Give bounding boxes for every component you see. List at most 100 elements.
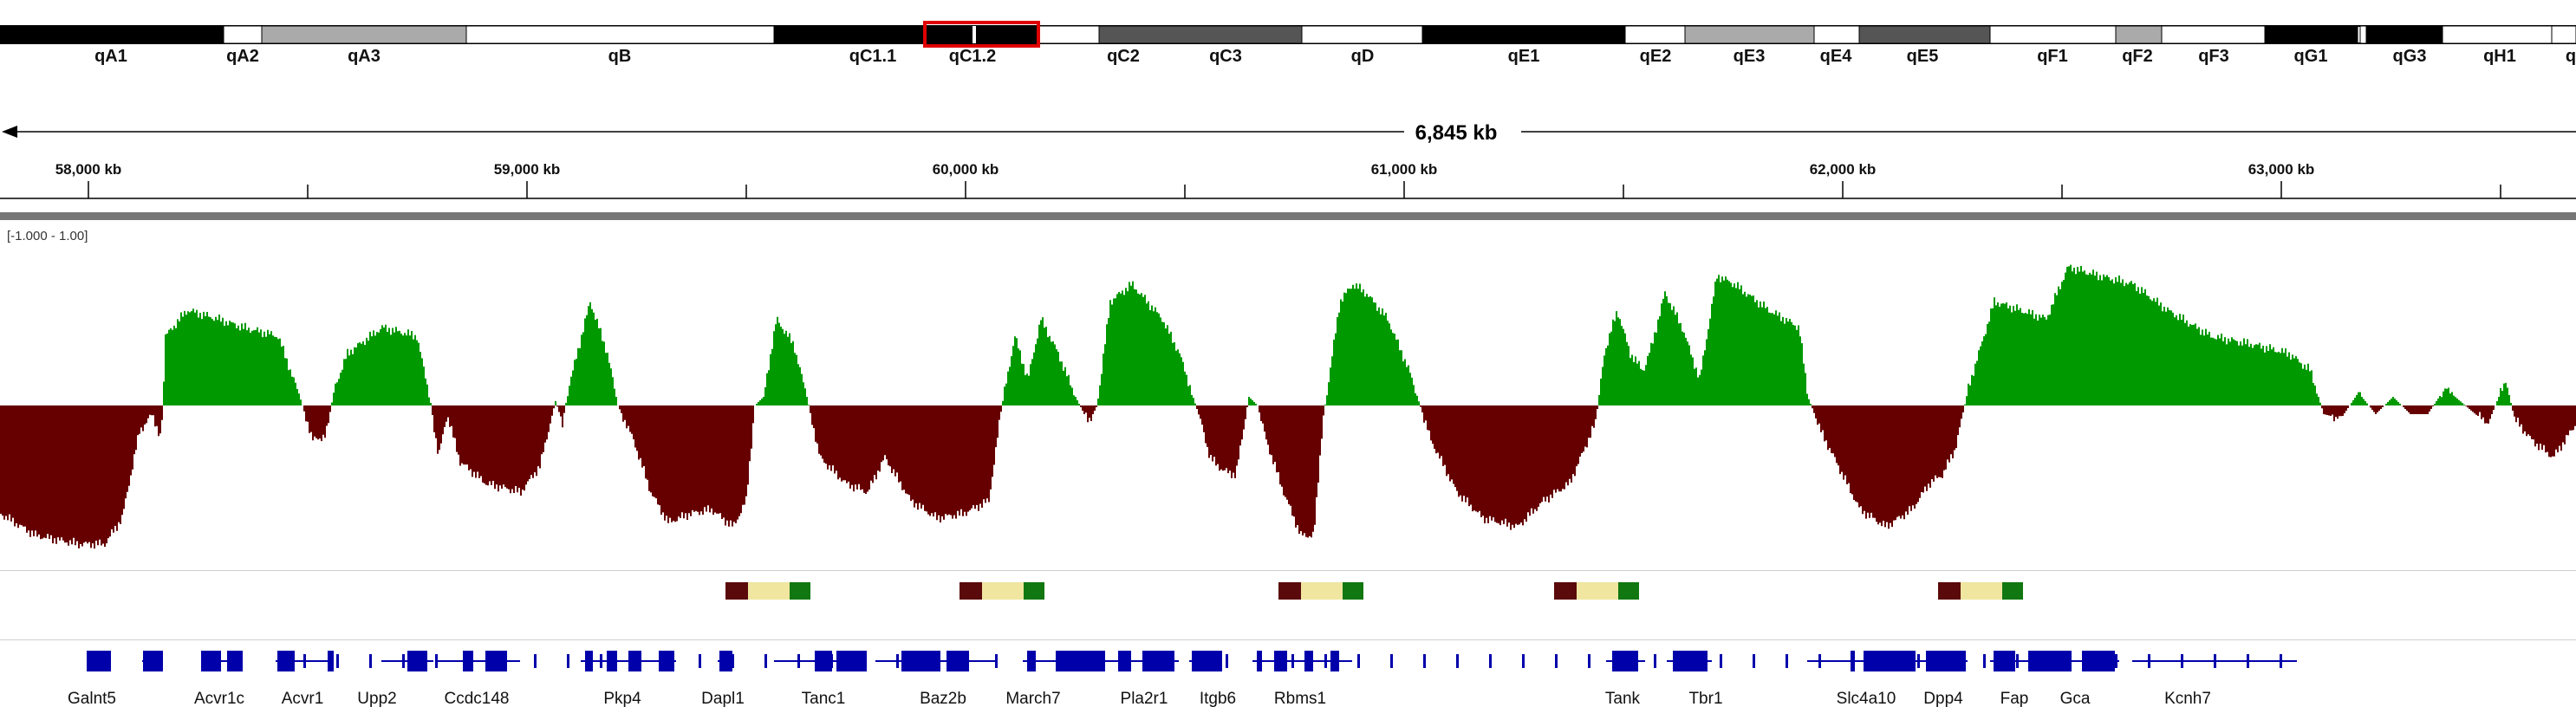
segment-track[interactable] (0, 574, 2576, 617)
cytoband[interactable] (2365, 25, 2443, 44)
gene-exon-small (2148, 654, 2150, 668)
cytoband[interactable] (2442, 25, 2553, 44)
segment-block[interactable] (1278, 582, 1301, 600)
gene-exon[interactable] (719, 651, 732, 671)
ruler-tick-label: 62,000 kb (1810, 161, 1877, 178)
gene-exon[interactable] (407, 651, 427, 671)
segment-block[interactable] (2002, 582, 2023, 600)
gene-label: Gca (2060, 690, 2091, 707)
gene-exon-small (501, 654, 504, 668)
gene-label: Acvr1 (282, 690, 324, 707)
gene-exon[interactable] (485, 651, 507, 671)
gene-exon-small (1753, 654, 1755, 668)
cytoband[interactable] (0, 25, 224, 44)
track-data-range: [-1.000 - 1.00] (7, 229, 88, 243)
ruler-tick-label: 61,000 kb (1371, 161, 1438, 178)
segment-block[interactable] (1618, 582, 1639, 600)
gene-label: Pla2r1 (1121, 690, 1168, 707)
cytoband[interactable] (1301, 25, 1423, 44)
cytoband-label: qF1 (2037, 47, 2068, 66)
gene-label: Tank (1605, 690, 1641, 707)
gene-label: Kcnh7 (2164, 690, 2211, 707)
gene-exon[interactable] (1027, 651, 1036, 671)
gene-exon[interactable] (1274, 651, 1287, 671)
segment-block[interactable] (1961, 582, 2002, 600)
cytoband[interactable] (2161, 25, 2266, 44)
chromosome-ideogram[interactable]: qA1 qA2 qA3 qB qC1.1 qC1.2 qC2 qC3 qD qE1 qE2 qE3 qE… (0, 0, 2576, 69)
gene-exon-small (1061, 654, 1064, 668)
segment-block[interactable] (1301, 582, 1343, 600)
segment-block[interactable] (790, 582, 810, 600)
cytoband[interactable] (1858, 25, 1991, 44)
cytoband[interactable] (465, 25, 775, 44)
gene-exon-small (929, 654, 932, 668)
cytoband[interactable] (1624, 25, 1686, 44)
cytoband[interactable] (1098, 25, 1303, 44)
gene-exon[interactable] (1673, 651, 1708, 671)
cytoband[interactable] (1421, 25, 1626, 44)
gene-exon[interactable] (946, 651, 969, 671)
gene-exon[interactable] (1056, 651, 1105, 671)
gene-exon[interactable] (1926, 651, 1966, 671)
gene-exon-small (2016, 654, 2019, 668)
cytoband[interactable] (2551, 25, 2576, 44)
gene-exon-small (1259, 654, 1261, 668)
gene-exon-small (2115, 654, 2117, 668)
cytoband[interactable] (1989, 25, 2117, 44)
gene-exon-small (896, 654, 899, 668)
segment-block[interactable] (959, 582, 982, 600)
gene-exon[interactable] (1192, 651, 1222, 671)
gene-exon[interactable] (1330, 651, 1339, 671)
gene-exon[interactable] (1994, 651, 2015, 671)
gene-exon[interactable] (201, 651, 221, 671)
gene-exon[interactable] (1890, 651, 1895, 671)
cytoband[interactable] (261, 25, 467, 44)
segment-block[interactable] (1554, 582, 1577, 600)
ruler-tick-label: 59,000 kb (494, 161, 561, 178)
gene-label: Baz2b (920, 690, 966, 707)
cytoband-label: qE1 (1508, 47, 1540, 66)
gene-exon[interactable] (1304, 651, 1313, 671)
gene-exon[interactable] (585, 651, 593, 671)
segment-block[interactable] (1938, 582, 1961, 600)
gene-exon-small (1621, 654, 1623, 668)
segment-block[interactable] (1343, 582, 1363, 600)
segment-block[interactable] (748, 582, 790, 600)
cytoband[interactable] (1813, 25, 1860, 44)
cytoband-label: qC1.1 (849, 47, 896, 66)
current-view-marker[interactable] (923, 21, 1040, 48)
cytoband[interactable] (2115, 25, 2163, 44)
gene-exon[interactable] (901, 651, 940, 671)
gene-exon-small (2247, 654, 2249, 668)
gene-label: Slc4a10 (1837, 690, 1896, 707)
ruler-tick-label: 63,000 kb (2248, 161, 2315, 178)
span-label: 6,845 kb (1415, 121, 1498, 145)
gene-exon-small (633, 654, 635, 668)
cytoband[interactable] (773, 25, 925, 44)
gene-exon[interactable] (87, 651, 111, 671)
gene-exon[interactable] (328, 651, 334, 671)
gene-exon-small (699, 654, 701, 668)
segment-block[interactable] (1024, 582, 1044, 600)
gene-track[interactable]: Galnt5 Acvr1c Acvr1 Upp2 Ccdc148 Pkp4 Dapl1 Tan… (0, 631, 2576, 707)
gene-exon-small (863, 654, 866, 668)
gene-exon[interactable] (607, 651, 617, 671)
gene-exon[interactable] (143, 651, 163, 671)
gene-exon[interactable] (2082, 651, 2115, 671)
signal-track[interactable] (0, 234, 2576, 563)
cytoband[interactable] (1684, 25, 1815, 44)
cytoband[interactable] (2264, 25, 2358, 44)
cytoband[interactable] (223, 25, 263, 44)
cytoband[interactable] (923, 25, 1039, 44)
track-separator (0, 570, 2576, 571)
gene-exon[interactable] (1612, 651, 1638, 671)
segment-block[interactable] (982, 582, 1024, 600)
segment-block[interactable] (725, 582, 748, 600)
gene-exon[interactable] (277, 651, 295, 671)
segment-block[interactable] (1577, 582, 1618, 600)
cytoband[interactable] (1038, 25, 1100, 44)
gene-exon[interactable] (1142, 651, 1174, 671)
gene-exon[interactable] (836, 651, 867, 671)
gene-exon[interactable] (227, 651, 243, 671)
gene-exon[interactable] (815, 651, 832, 671)
